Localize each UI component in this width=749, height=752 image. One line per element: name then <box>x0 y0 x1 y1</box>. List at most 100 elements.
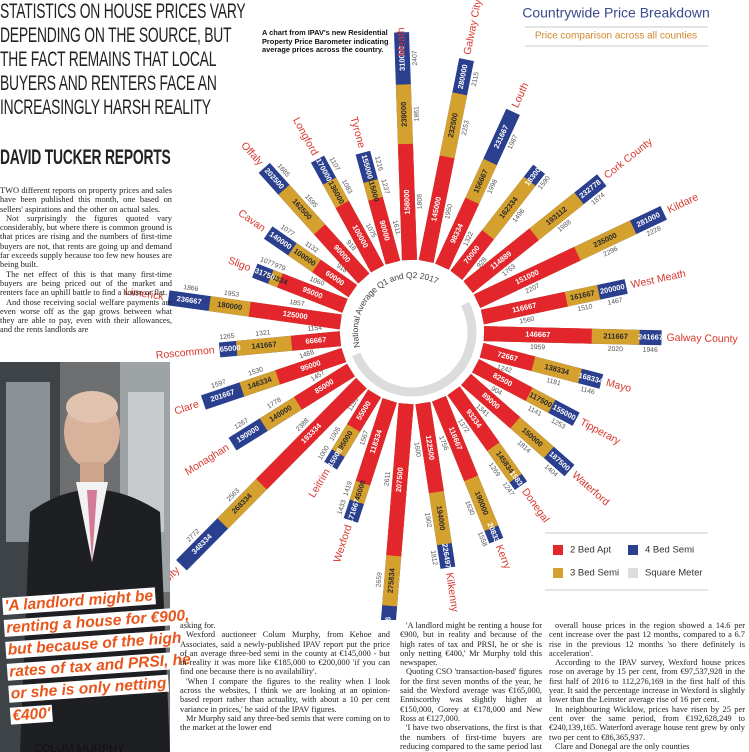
paragraph: overall house prices in the region showe… <box>549 621 745 658</box>
legend-label: 2 Bed Apt <box>570 545 612 556</box>
center-label-text: National Average Q1 and Q2 2017 <box>350 270 440 349</box>
paragraph: In neighbouring Wicklow, prices have ris… <box>549 704 745 742</box>
sqm-label: 1808 <box>416 194 424 210</box>
value-label: 146667 <box>525 330 550 340</box>
sqm-label: 1265 <box>219 333 235 341</box>
sqm-label: 1950 <box>444 203 454 219</box>
pull-quote-text: 'A landlord might be renting a house for… <box>2 587 194 725</box>
value-label: 310000 <box>397 46 407 71</box>
chart-subtitle: Price comparison across all counties <box>535 31 697 42</box>
bar-segment <box>450 230 494 280</box>
county-label: Leitrim <box>306 467 333 500</box>
sqm-label: 1237 <box>379 178 390 195</box>
county-label: Offaly <box>238 140 266 169</box>
chart: Countrywide Price Breakdown Price compar… <box>124 0 739 620</box>
sqm-label: 1242 <box>496 364 513 375</box>
bar-segment <box>335 200 385 273</box>
value-label: 236667 <box>176 294 202 306</box>
paragraph: 'I have two observations, the first is t… <box>400 723 542 752</box>
county-label: Clare <box>173 398 201 417</box>
county-label: Louth <box>510 81 532 110</box>
value-label: 180000 <box>217 300 243 312</box>
county-label: Waterford <box>569 469 611 508</box>
paragraph: The net effect of this is that many firs… <box>0 269 172 298</box>
county-label: Cork County <box>602 135 656 181</box>
legend-swatch <box>628 545 638 555</box>
center-ring <box>352 301 477 397</box>
sqm-label: 2253 <box>461 120 471 136</box>
headline-line: STATISTICS ON HOUSE PRICES VARY <box>0 0 246 23</box>
legend-label: 4 Bed Semi <box>645 545 694 556</box>
county-label: Monaghan <box>183 441 232 478</box>
bar-segment <box>313 224 370 284</box>
headline-line: INCREASINGLY HARSH REALITY <box>0 96 211 119</box>
bar-segment <box>480 291 568 325</box>
sqm-label: 1953 <box>223 290 239 299</box>
sqm-label: 1321 <box>255 329 271 337</box>
headline: STATISTICS ON HOUSE PRICES VARY DEPENDING… <box>0 0 246 120</box>
article-column: asking for. Wexford auctioneer Colum Murp… <box>180 621 390 733</box>
sqm-label: 1600 <box>412 442 421 458</box>
center-label: National Average Q1 and Q2 2017 <box>350 270 440 349</box>
sqm-label: 1567 <box>359 430 370 447</box>
sqm-label: 1419 <box>343 480 354 497</box>
bar-segment <box>277 273 348 313</box>
chart-title: Countrywide Price Breakdown <box>522 5 710 21</box>
bar-segment <box>347 389 381 432</box>
value-label: 122500 <box>424 435 437 461</box>
bar-segment <box>415 402 444 494</box>
chart-caption: A chart from IPAV's new Residential Prop… <box>262 28 389 54</box>
paragraph: 'When I compare the figures to the reali… <box>180 676 390 714</box>
legend-swatch <box>553 568 563 578</box>
county-label: Limerick <box>124 285 165 302</box>
bar-segment <box>256 377 367 490</box>
value-label: 194000 <box>435 505 448 531</box>
bar-segment <box>432 395 479 482</box>
bar-segment <box>418 155 455 263</box>
sqm-label: 1959 <box>530 344 545 351</box>
article-column: 'A landlord might be renting a house for… <box>400 621 542 752</box>
sqm-label: 1467 <box>607 297 623 307</box>
value-label: 165000 <box>215 343 241 354</box>
county-label: Sligo <box>226 254 252 274</box>
sqm-label: 1812 <box>429 550 438 566</box>
value-label: 141667 <box>251 340 277 351</box>
value-label: 207500 <box>394 467 405 493</box>
paragraph: Wexford auctioneer Colum Murphy, from Ke… <box>180 630 390 677</box>
sqm-label: 1181 <box>545 377 561 388</box>
bar-segment <box>479 342 536 372</box>
sqm-label: 1861 <box>413 106 421 122</box>
value-label: 158000 <box>402 189 412 214</box>
bar-segment <box>386 403 414 557</box>
paragraph: According to the IPAV survey, Wexford ho… <box>549 658 745 705</box>
bar-segment <box>461 373 521 429</box>
county-label: West Meath <box>630 268 687 291</box>
bar-segment <box>483 326 592 344</box>
paragraph: And those receiving social welfare payme… <box>0 297 172 335</box>
intro-text: TWO different reports on property prices… <box>0 186 172 335</box>
sqm-label: 904 <box>490 386 503 398</box>
county-label: Mayo <box>605 377 633 395</box>
sqm-label: 1488 <box>299 349 316 361</box>
headline-line: BUYERS AND RENTERS FACE AN <box>0 72 217 95</box>
value-label: 211667 <box>603 331 628 341</box>
sqm-label: 1857 <box>289 299 305 308</box>
paragraph: asking for. <box>180 621 216 630</box>
paragraph: TWO different reports on property prices… <box>0 186 172 214</box>
county-label: Longford <box>290 115 320 157</box>
bar-segment <box>473 246 581 308</box>
sqm-label: 2659 <box>375 572 383 588</box>
county-label: Roscommon <box>155 344 215 361</box>
sqm-label: 1597 <box>210 379 227 391</box>
legend-swatch <box>628 568 638 578</box>
bar-segment <box>472 359 533 401</box>
value-label: 239000 <box>399 102 409 127</box>
legend-swatch <box>553 545 563 555</box>
headline-line: THE FACT REMAINS THAT LOCAL <box>0 48 217 71</box>
sqm-label: 2020 <box>608 346 623 353</box>
sqm-label: 1216 <box>373 155 384 172</box>
value-label: 66667 <box>305 335 327 346</box>
sqm-label: 1866 <box>183 284 199 293</box>
county-label: Galway County <box>666 332 738 346</box>
